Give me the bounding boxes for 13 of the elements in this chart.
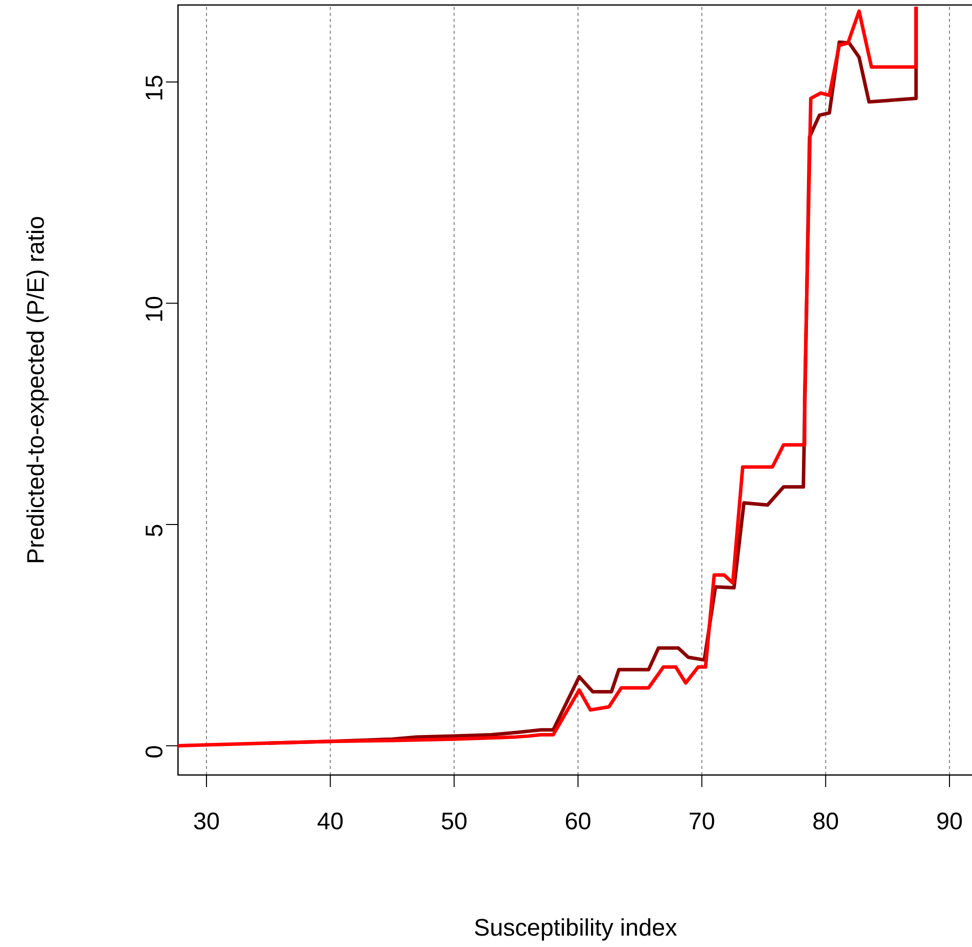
y-tick-label: 10 — [146, 296, 162, 321]
y-tick-label: 5 — [146, 524, 162, 536]
x-tick-label: 80 — [813, 812, 838, 830]
y-tick-label: 15 — [146, 76, 162, 100]
x-tick-label: 90 — [937, 812, 962, 830]
x-tick-label: 40 — [318, 812, 343, 830]
y-axis-title: Predicted-to-expected (P/E) ratio — [26, 216, 49, 562]
x-axis-title: Susceptibility index — [474, 918, 677, 941]
y-tick-label: 0 — [146, 746, 162, 758]
x-tick-label: 50 — [442, 812, 467, 830]
x-tick-label: 60 — [566, 812, 590, 830]
x-tick-label: 30 — [194, 812, 219, 830]
x-tick-label: 70 — [690, 812, 714, 830]
